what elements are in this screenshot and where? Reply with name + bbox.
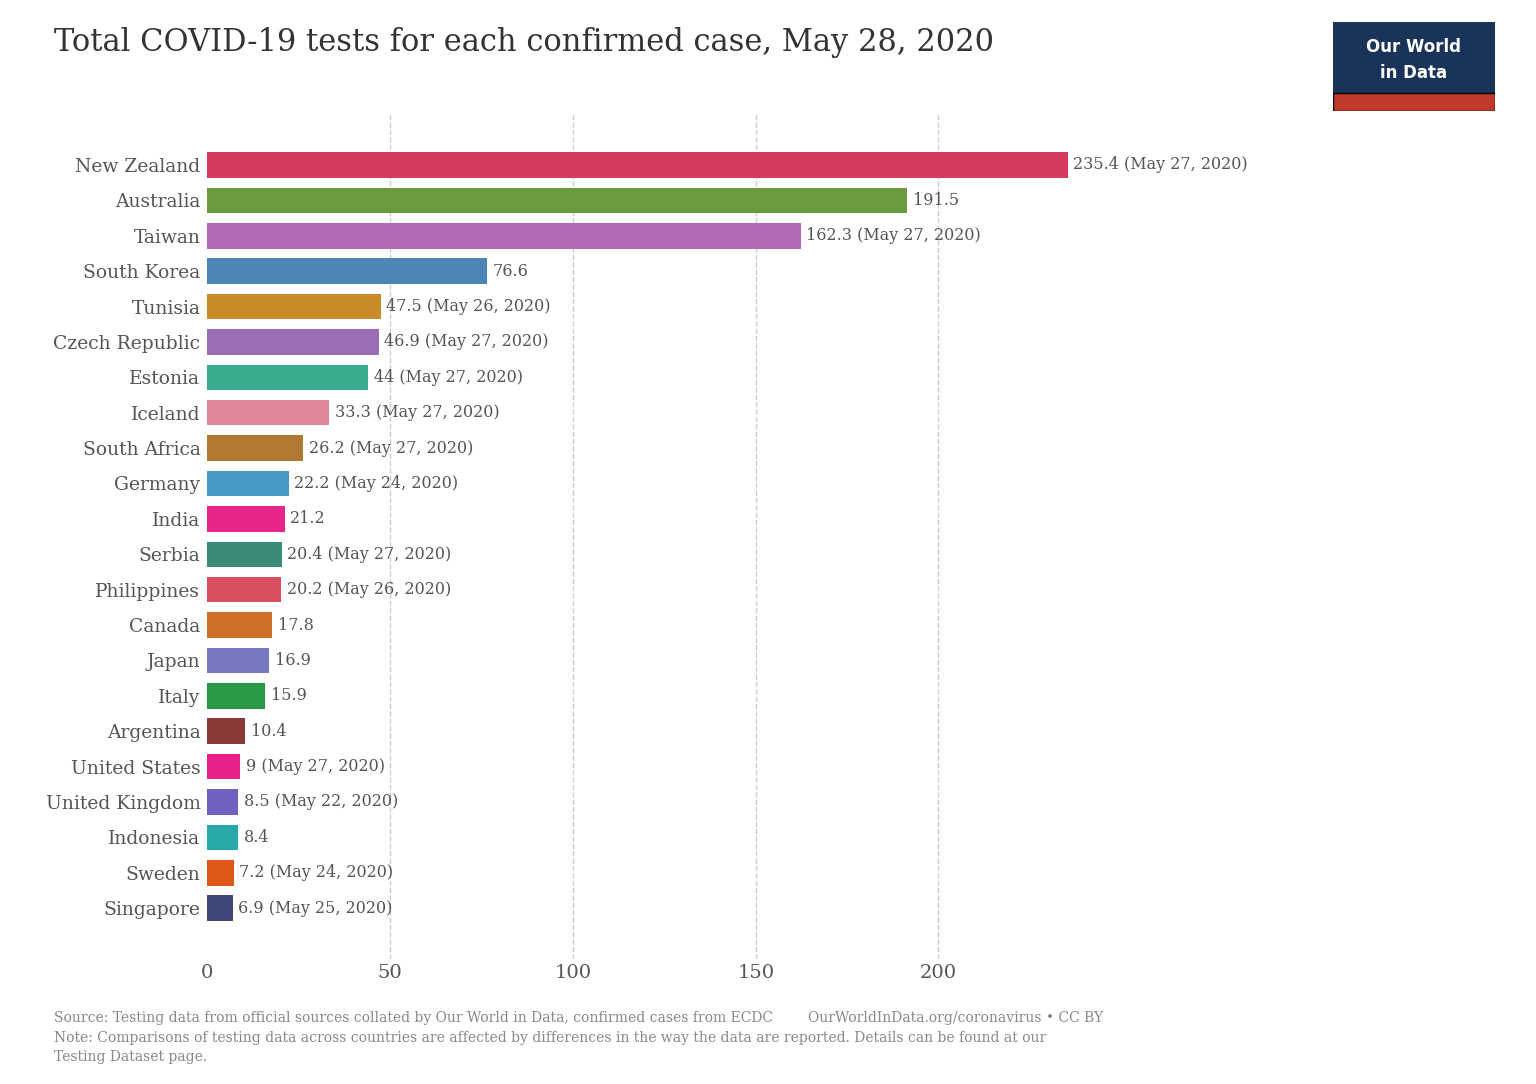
Text: Our World: Our World — [1367, 38, 1461, 55]
FancyBboxPatch shape — [1333, 93, 1495, 111]
Text: 235.4 (May 27, 2020): 235.4 (May 27, 2020) — [1074, 156, 1249, 173]
Text: 162.3 (May 27, 2020): 162.3 (May 27, 2020) — [806, 228, 982, 244]
Text: 47.5 (May 26, 2020): 47.5 (May 26, 2020) — [387, 298, 551, 315]
Bar — [207, 789, 238, 815]
Text: 6.9 (May 25, 2020): 6.9 (May 25, 2020) — [238, 900, 392, 917]
Bar — [207, 188, 908, 214]
Text: 76.6: 76.6 — [493, 262, 528, 280]
Text: Total COVID-19 tests for each confirmed case, May 28, 2020: Total COVID-19 tests for each confirmed … — [54, 27, 994, 59]
Bar — [207, 152, 1068, 178]
Text: 44 (May 27, 2020): 44 (May 27, 2020) — [373, 369, 522, 386]
Bar — [207, 506, 284, 531]
Text: 46.9 (May 27, 2020): 46.9 (May 27, 2020) — [384, 334, 548, 350]
Text: 33.3 (May 27, 2020): 33.3 (May 27, 2020) — [335, 404, 499, 422]
Bar — [207, 648, 269, 673]
Bar — [207, 895, 232, 921]
Bar — [207, 330, 379, 354]
Bar — [207, 223, 800, 248]
Text: in Data: in Data — [1381, 64, 1447, 82]
Text: Source: Testing data from official sources collated by Our World in Data, confir: Source: Testing data from official sourc… — [54, 1011, 1103, 1064]
Text: 7.2 (May 24, 2020): 7.2 (May 24, 2020) — [240, 864, 393, 881]
Text: 20.4 (May 27, 2020): 20.4 (May 27, 2020) — [287, 545, 452, 563]
Text: 21.2: 21.2 — [290, 511, 326, 528]
Bar — [207, 719, 246, 744]
Text: 22.2 (May 24, 2020): 22.2 (May 24, 2020) — [293, 475, 458, 492]
Bar — [207, 612, 272, 637]
Text: 8.5 (May 22, 2020): 8.5 (May 22, 2020) — [244, 793, 398, 811]
Bar — [207, 683, 266, 709]
Bar — [207, 400, 329, 425]
Bar — [207, 577, 281, 603]
Bar — [207, 860, 233, 886]
Bar — [207, 364, 369, 390]
Text: 17.8: 17.8 — [278, 617, 313, 633]
Text: 20.2 (May 26, 2020): 20.2 (May 26, 2020) — [287, 581, 452, 598]
Bar — [207, 470, 289, 496]
Bar — [207, 542, 283, 567]
Bar — [207, 436, 303, 461]
Text: 191.5: 191.5 — [912, 192, 958, 209]
Bar — [207, 294, 381, 320]
Text: 26.2 (May 27, 2020): 26.2 (May 27, 2020) — [309, 440, 473, 456]
Text: 10.4: 10.4 — [250, 723, 287, 739]
Bar — [207, 753, 240, 779]
Text: 8.4: 8.4 — [244, 829, 269, 846]
Text: 9 (May 27, 2020): 9 (May 27, 2020) — [246, 758, 384, 775]
Text: 15.9: 15.9 — [270, 687, 307, 705]
Text: 16.9: 16.9 — [275, 651, 310, 669]
Bar — [207, 258, 487, 284]
Bar — [207, 825, 238, 850]
